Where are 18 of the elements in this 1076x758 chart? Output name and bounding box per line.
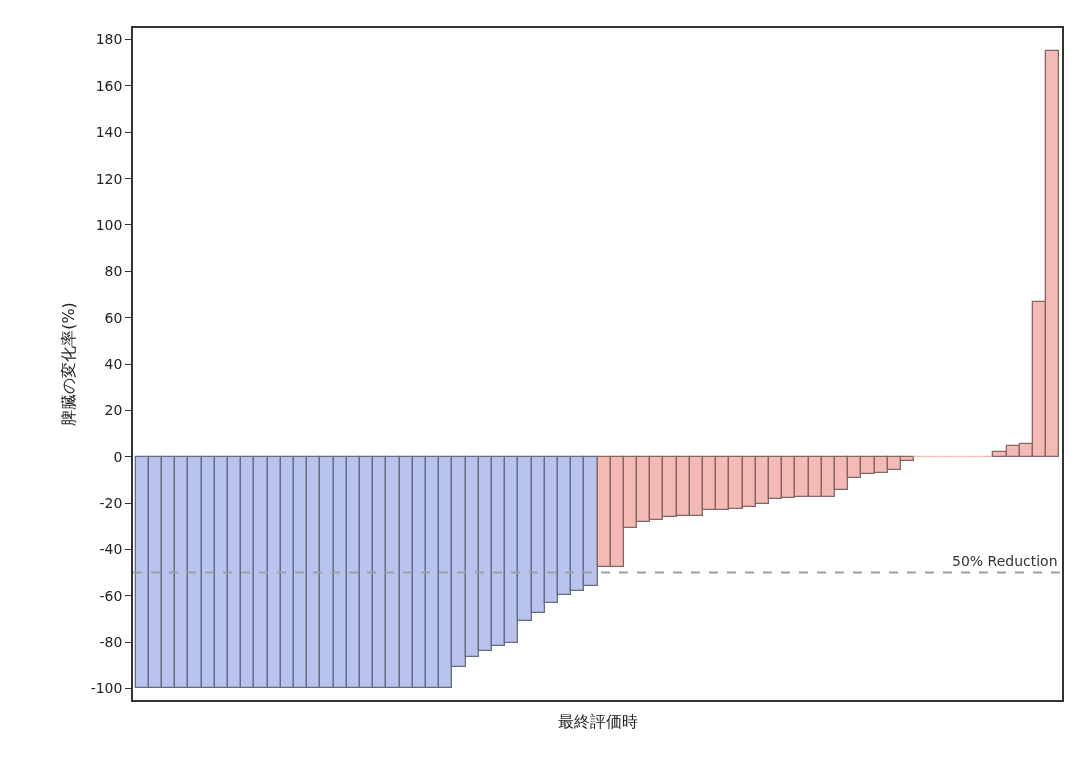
y-tick-label: -100 — [90, 680, 123, 697]
y-tick-label: -40 — [99, 541, 123, 558]
y-tick-label: 80 — [104, 263, 123, 280]
y-tick-label: -80 — [99, 633, 123, 650]
y-tick-label: 20 — [104, 402, 123, 419]
y-tick-label: 160 — [95, 77, 123, 94]
y-tick-label: 40 — [104, 355, 123, 372]
y-axis-title: 脾臓の変化率(%) — [59, 302, 79, 426]
y-tick-label: 60 — [104, 309, 123, 326]
y-tick-label: 120 — [95, 170, 123, 187]
y-tick-label: -60 — [99, 587, 123, 604]
y-tick-label: 0 — [113, 448, 123, 465]
y-tick-label: 180 — [95, 31, 123, 48]
ref-line-label: 50% Reduction — [952, 553, 1058, 569]
y-tick-label: 140 — [95, 124, 123, 141]
y-tick-label: 100 — [95, 216, 123, 233]
x-axis-title: 最終評価時 — [557, 711, 638, 731]
y-tick-label: -20 — [99, 494, 123, 511]
